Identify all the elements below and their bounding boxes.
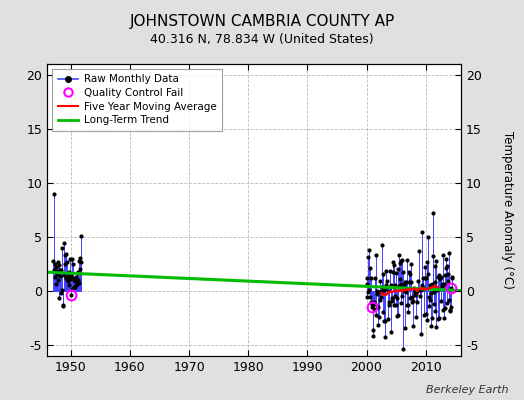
Text: 40.316 N, 78.834 W (United States): 40.316 N, 78.834 W (United States): [150, 33, 374, 46]
Y-axis label: Temperature Anomaly (°C): Temperature Anomaly (°C): [501, 131, 514, 289]
Text: Berkeley Earth: Berkeley Earth: [426, 385, 508, 395]
Text: JOHNSTOWN CAMBRIA COUNTY AP: JOHNSTOWN CAMBRIA COUNTY AP: [129, 14, 395, 29]
Legend: Raw Monthly Data, Quality Control Fail, Five Year Moving Average, Long-Term Tren: Raw Monthly Data, Quality Control Fail, …: [52, 69, 222, 130]
